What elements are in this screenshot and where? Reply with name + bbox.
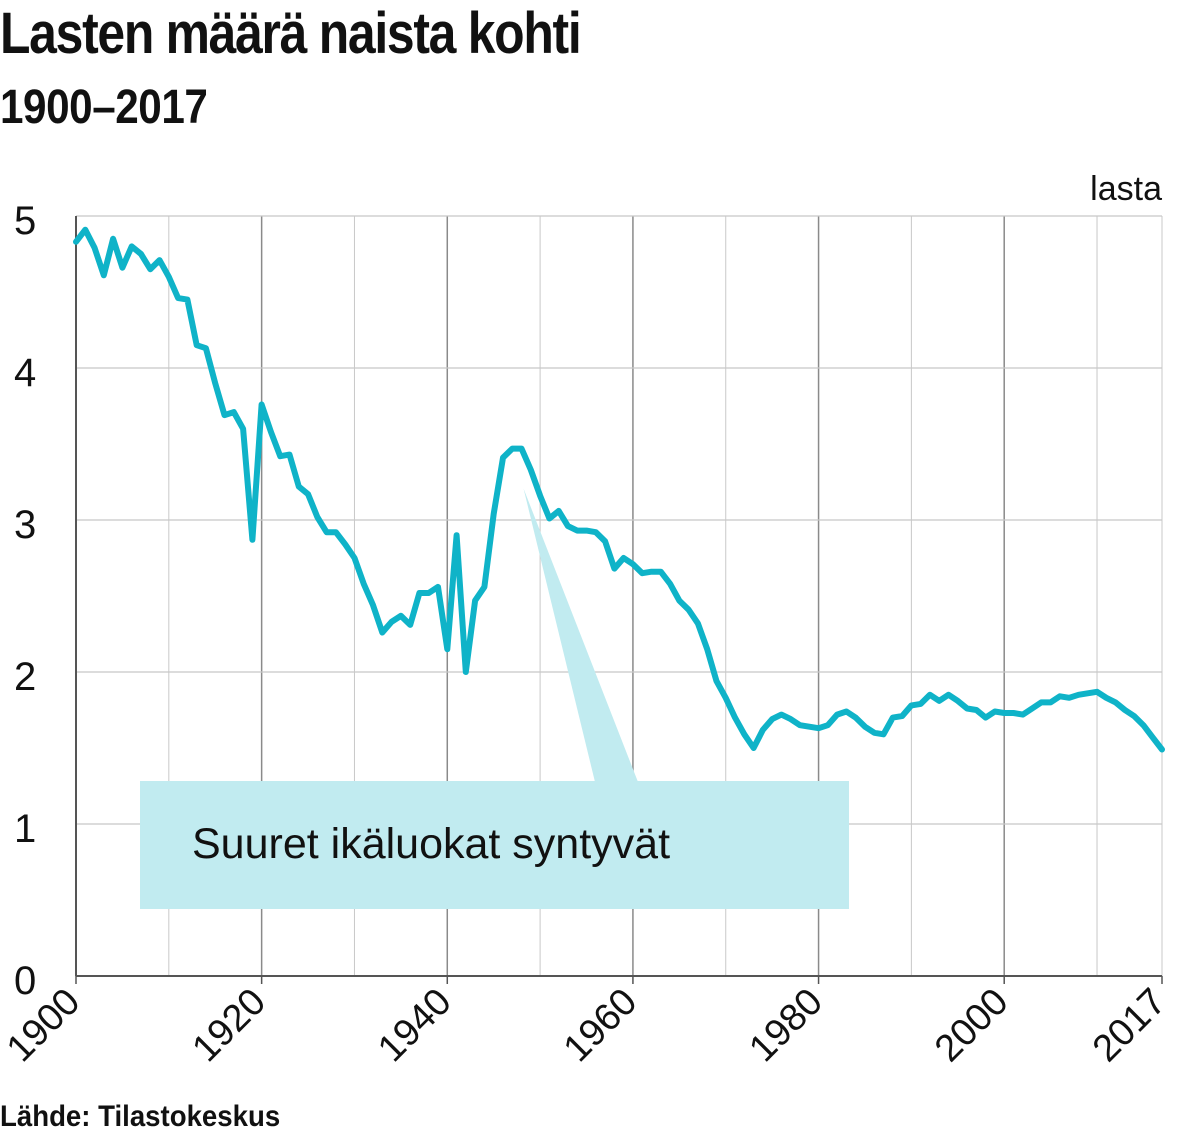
chart-subtitle: 1900–2017 <box>0 81 208 134</box>
chart-title: Lasten määrä naista kohti <box>0 1 582 66</box>
y-tick-label: 5 <box>14 199 36 243</box>
annotation-pointer <box>523 488 638 782</box>
y-tick-label: 0 <box>14 959 36 1003</box>
x-tick-label: 1980 <box>741 981 830 1070</box>
x-tick-label: 1920 <box>185 981 274 1070</box>
y-tick-label: 2 <box>14 655 36 699</box>
x-tick-label: 1960 <box>556 981 645 1070</box>
x-tick-label: 2017 <box>1085 981 1174 1070</box>
y-axis-label: lasta <box>1090 170 1162 208</box>
y-tick-label: 4 <box>14 351 36 395</box>
y-tick-label: 3 <box>14 503 36 547</box>
x-tick-label: 2000 <box>927 981 1016 1070</box>
source-note: Lähde: Tilastokeskus <box>0 1100 281 1133</box>
annotation-text: Suuret ikäluokat syntyvät <box>192 820 670 868</box>
series-line <box>73 226 1165 753</box>
annotation-box <box>140 781 849 909</box>
x-tick-label: 1940 <box>370 981 459 1070</box>
y-tick-label: 1 <box>14 807 36 851</box>
